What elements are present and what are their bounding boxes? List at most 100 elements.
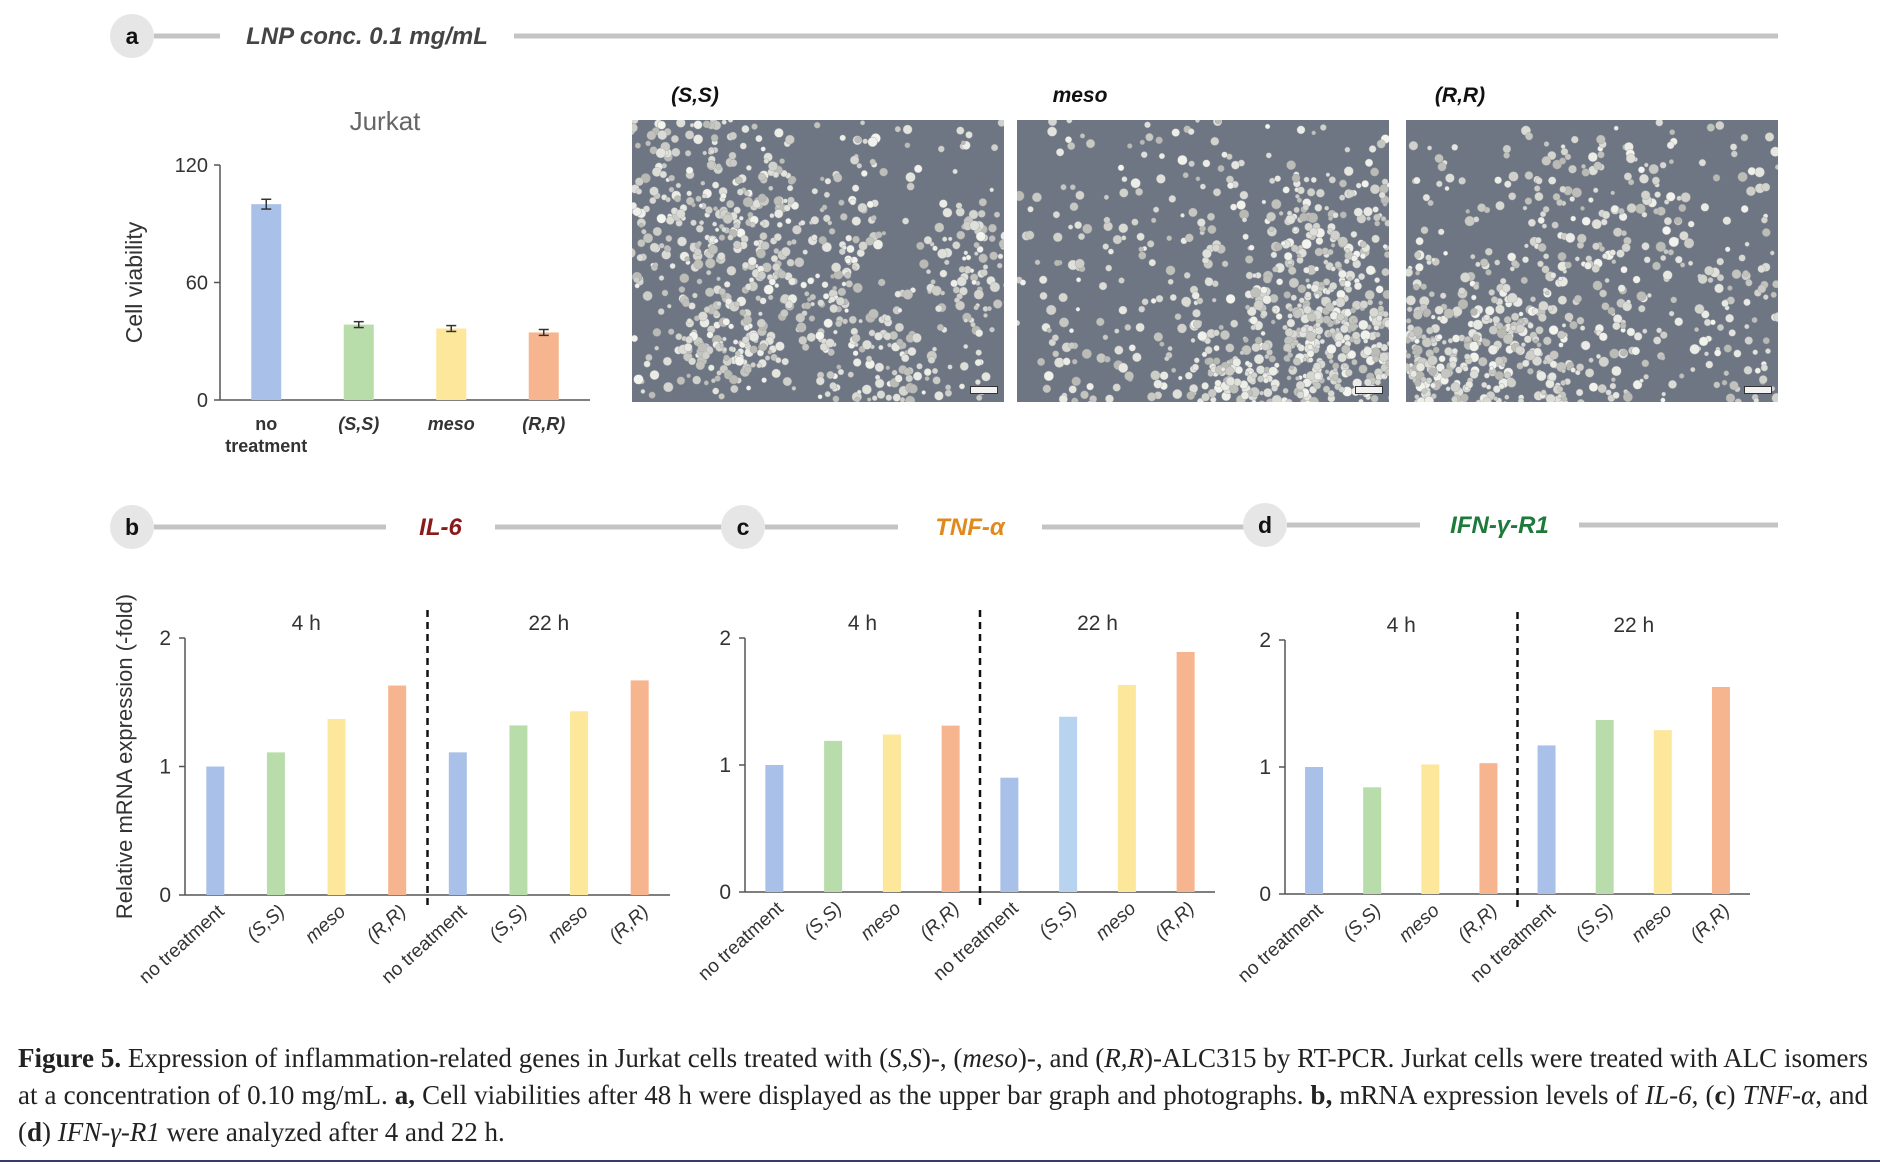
cell [833, 173, 843, 183]
cell [1234, 365, 1244, 375]
cell [1146, 240, 1155, 248]
cell [658, 242, 665, 249]
cell [746, 165, 752, 171]
cell [1760, 216, 1768, 224]
cell [1268, 355, 1276, 363]
cell [1107, 248, 1114, 255]
cell [993, 299, 1003, 309]
cell [1339, 179, 1347, 188]
cell [1592, 242, 1600, 251]
cell [837, 368, 845, 376]
cell [1350, 255, 1358, 262]
cell [965, 131, 973, 139]
cell [1618, 208, 1625, 215]
cell [1455, 366, 1463, 374]
cell [1481, 381, 1488, 388]
cell [1489, 365, 1494, 371]
cell [1230, 319, 1239, 328]
cell [1386, 182, 1389, 188]
cell [1585, 368, 1595, 378]
cell [1352, 317, 1359, 324]
cell [685, 335, 693, 344]
cell [1027, 206, 1034, 213]
cell [1054, 259, 1061, 267]
cell [727, 120, 734, 123]
cell [649, 186, 659, 196]
cell [1340, 324, 1349, 334]
cell [1371, 234, 1380, 244]
cell [1358, 273, 1366, 281]
cell [866, 200, 875, 209]
cell [1297, 344, 1305, 352]
cell [1678, 204, 1687, 212]
cell [854, 136, 862, 144]
cell [931, 367, 939, 375]
cell [875, 231, 883, 239]
cell [1263, 388, 1273, 398]
cell [759, 232, 768, 241]
cell [1296, 327, 1301, 332]
cell [1449, 361, 1457, 369]
cell [706, 160, 716, 169]
cell [894, 290, 902, 298]
cell [828, 295, 836, 303]
cell [655, 147, 666, 159]
cell [1184, 233, 1194, 243]
cell [642, 233, 654, 244]
cell [1475, 261, 1481, 268]
cell [1260, 286, 1268, 294]
cell [791, 239, 797, 245]
cell [1660, 355, 1666, 361]
cell [1609, 348, 1620, 359]
cell [1331, 374, 1339, 382]
bar [765, 765, 784, 892]
cell [1592, 187, 1599, 194]
cell [720, 192, 727, 200]
cell [1537, 260, 1544, 268]
cell [1266, 211, 1277, 222]
cell [1364, 289, 1375, 300]
cell [1556, 198, 1564, 206]
cell [1482, 396, 1492, 402]
cell [721, 120, 727, 125]
cell [930, 279, 936, 285]
cell [648, 391, 656, 399]
cell [1740, 205, 1749, 213]
cell [1283, 355, 1291, 362]
cell [1262, 294, 1272, 305]
cell [993, 211, 1001, 218]
cell [1263, 377, 1269, 384]
group-label: 4 h [1387, 614, 1416, 637]
cell [1186, 391, 1195, 400]
cell [1598, 332, 1608, 342]
cell [866, 397, 872, 402]
cell [1127, 143, 1133, 149]
cell [959, 383, 966, 390]
cell [1639, 378, 1644, 383]
cell [1557, 386, 1564, 393]
cell [1548, 176, 1557, 185]
cell [1364, 158, 1374, 167]
cell [1611, 259, 1617, 265]
bar [1537, 745, 1556, 894]
cell [1168, 195, 1177, 203]
cell [1047, 120, 1058, 127]
cell [1306, 349, 1315, 358]
cell [839, 134, 846, 142]
bar [941, 725, 960, 892]
cell [1669, 129, 1676, 136]
cell [1659, 331, 1668, 339]
cell [1670, 296, 1678, 304]
cell [1360, 253, 1367, 260]
cell [785, 134, 795, 145]
scale-bar [1744, 386, 1772, 394]
cell [824, 391, 831, 398]
cell [726, 265, 737, 276]
cell [1323, 278, 1331, 286]
cell [955, 207, 965, 217]
cell [713, 206, 718, 212]
cell [1665, 191, 1676, 202]
cell [1488, 289, 1495, 296]
cell [686, 373, 691, 379]
cell [1535, 326, 1544, 335]
